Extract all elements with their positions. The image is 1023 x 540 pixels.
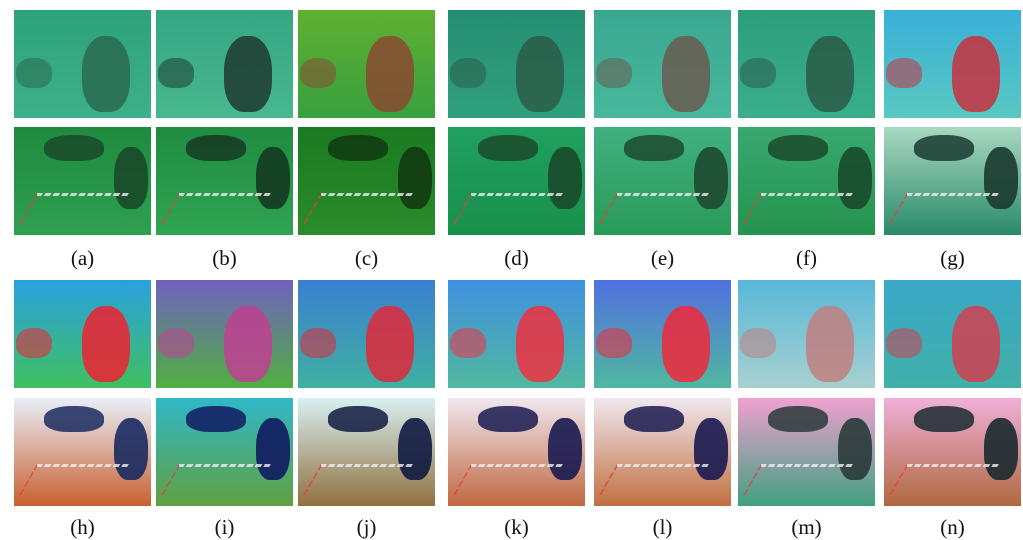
diver-image: [156, 127, 293, 235]
rock: [300, 58, 336, 88]
statue: [224, 36, 272, 112]
rock: [158, 58, 194, 88]
statue: [806, 306, 854, 382]
rock: [886, 328, 922, 358]
statue-image: [448, 10, 585, 118]
panel-label: (n): [884, 515, 1021, 540]
statue-image: [738, 10, 875, 118]
rock: [16, 328, 52, 358]
statue: [224, 306, 272, 382]
statue-image: [298, 10, 435, 118]
statue: [516, 36, 564, 112]
frame: [303, 193, 413, 224]
statue: [662, 306, 710, 382]
statue: [82, 36, 130, 112]
panel-label: (d): [448, 246, 585, 271]
panel-label: (j): [298, 515, 435, 540]
panel-label: (f): [738, 246, 875, 271]
statue-image: [738, 280, 875, 388]
frame: [743, 464, 853, 495]
diver: [478, 135, 538, 161]
diver-image: [156, 398, 293, 506]
diver: [768, 135, 828, 161]
statue: [366, 306, 414, 382]
diver-image: [14, 398, 151, 506]
frame: [19, 464, 129, 495]
diver: [478, 406, 538, 432]
statue-image: [594, 280, 731, 388]
rock: [886, 58, 922, 88]
rock: [450, 328, 486, 358]
diver-image: [448, 398, 585, 506]
diver: [186, 406, 246, 432]
panel-label: (c): [298, 246, 435, 271]
diver-image: [594, 398, 731, 506]
panel-label: (i): [156, 515, 293, 540]
frame: [161, 464, 271, 495]
panel-label: (e): [594, 246, 731, 271]
frame: [161, 193, 271, 224]
statue-image: [156, 280, 293, 388]
diver-image: [738, 398, 875, 506]
statue: [82, 306, 130, 382]
statue-image: [594, 10, 731, 118]
statue-image: [298, 280, 435, 388]
diver-image: [884, 127, 1021, 235]
diver-image: [298, 127, 435, 235]
frame: [599, 464, 709, 495]
rock: [740, 328, 776, 358]
statue: [662, 36, 710, 112]
frame: [453, 193, 563, 224]
rock: [596, 328, 632, 358]
statue: [516, 306, 564, 382]
rock: [596, 58, 632, 88]
statue: [952, 36, 1000, 112]
diver-image: [448, 127, 585, 235]
diver: [914, 406, 974, 432]
panel-label: (l): [594, 515, 731, 540]
frame: [889, 464, 999, 495]
statue: [366, 36, 414, 112]
rock: [16, 58, 52, 88]
diver-image: [594, 127, 731, 235]
figure: (a)(b)(c) (d) (e) (f) (g) (h)(i)(j) (k) (l) (m) (…: [0, 0, 1023, 540]
diver: [186, 135, 246, 161]
frame: [743, 193, 853, 224]
statue-image: [884, 280, 1021, 388]
statue-image: [448, 280, 585, 388]
frame: [599, 193, 709, 224]
diver-image: [738, 127, 875, 235]
statue-image: [156, 10, 293, 118]
rock: [450, 58, 486, 88]
panel-label: (m): [738, 515, 875, 540]
panel-label: (a): [14, 246, 151, 271]
panel-label: (b): [156, 246, 293, 271]
diver: [44, 135, 104, 161]
frame: [889, 193, 999, 224]
diver: [328, 135, 388, 161]
statue: [952, 306, 1000, 382]
rock: [740, 58, 776, 88]
rock: [158, 328, 194, 358]
diver: [328, 406, 388, 432]
frame: [19, 193, 129, 224]
diver: [44, 406, 104, 432]
panel-label: (g): [884, 246, 1021, 271]
statue-image: [14, 280, 151, 388]
panel-label: (h): [14, 515, 151, 540]
diver: [768, 406, 828, 432]
panel-label: (k): [448, 515, 585, 540]
statue-image: [14, 10, 151, 118]
diver-image: [884, 398, 1021, 506]
statue-image: [884, 10, 1021, 118]
diver-image: [298, 398, 435, 506]
diver-image: [14, 127, 151, 235]
statue: [806, 36, 854, 112]
frame: [303, 464, 413, 495]
diver: [624, 135, 684, 161]
rock: [300, 328, 336, 358]
diver: [624, 406, 684, 432]
frame: [453, 464, 563, 495]
diver: [914, 135, 974, 161]
